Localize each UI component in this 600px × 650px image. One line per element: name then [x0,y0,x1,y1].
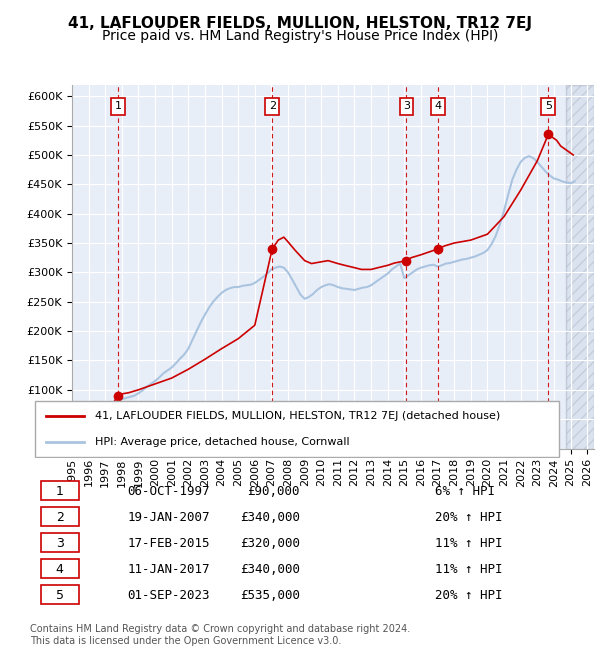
Text: 5: 5 [56,589,64,602]
Text: 11% ↑ HPI: 11% ↑ HPI [435,537,503,550]
Text: 1: 1 [115,101,121,111]
FancyBboxPatch shape [41,534,79,552]
Text: 4: 4 [56,563,64,576]
Text: £340,000: £340,000 [240,563,300,576]
Text: 17-FEB-2015: 17-FEB-2015 [127,537,210,550]
Text: 2: 2 [269,101,276,111]
Text: £320,000: £320,000 [240,537,300,550]
FancyBboxPatch shape [35,401,559,457]
FancyBboxPatch shape [41,508,79,526]
Bar [566,84,594,448]
Text: £90,000: £90,000 [248,485,300,498]
Text: 19-JAN-2007: 19-JAN-2007 [127,511,210,524]
Text: 11-JAN-2017: 11-JAN-2017 [127,563,210,576]
Text: 41, LAFLOUDER FIELDS, MULLION, HELSTON, TR12 7EJ (detached house): 41, LAFLOUDER FIELDS, MULLION, HELSTON, … [95,411,500,421]
FancyBboxPatch shape [41,560,79,578]
Text: 11% ↑ HPI: 11% ↑ HPI [435,563,503,576]
Text: 1: 1 [56,485,64,498]
Text: 01-SEP-2023: 01-SEP-2023 [127,589,210,602]
Text: 6% ↑ HPI: 6% ↑ HPI [435,485,495,498]
Text: 20% ↑ HPI: 20% ↑ HPI [435,511,503,524]
FancyBboxPatch shape [41,482,79,500]
Text: Contains HM Land Registry data © Crown copyright and database right 2024.
This d: Contains HM Land Registry data © Crown c… [30,624,410,645]
Text: £535,000: £535,000 [240,589,300,602]
Text: 5: 5 [545,101,552,111]
Text: 20% ↑ HPI: 20% ↑ HPI [435,589,503,602]
Bar [566,84,594,448]
Text: 3: 3 [56,537,64,550]
Text: 2: 2 [56,511,64,524]
Text: 06-OCT-1997: 06-OCT-1997 [127,485,210,498]
Text: 4: 4 [434,101,442,111]
Text: 3: 3 [403,101,410,111]
Text: Price paid vs. HM Land Registry's House Price Index (HPI): Price paid vs. HM Land Registry's House … [102,29,498,44]
FancyBboxPatch shape [41,586,79,604]
Text: 41, LAFLOUDER FIELDS, MULLION, HELSTON, TR12 7EJ: 41, LAFLOUDER FIELDS, MULLION, HELSTON, … [68,16,532,31]
Text: £340,000: £340,000 [240,511,300,524]
Text: HPI: Average price, detached house, Cornwall: HPI: Average price, detached house, Corn… [95,437,349,447]
